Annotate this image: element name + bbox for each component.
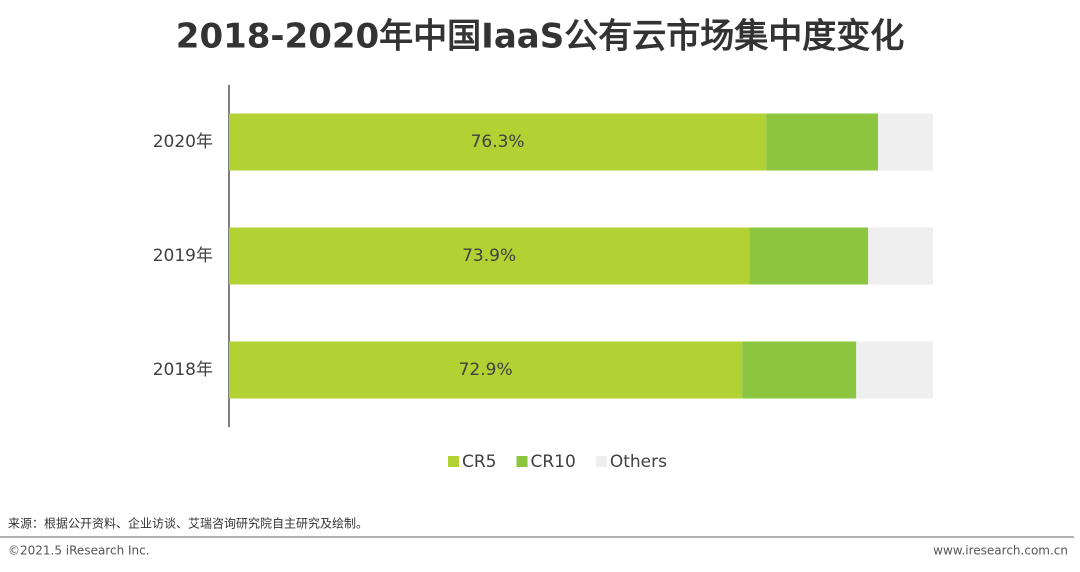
legend-swatch: [448, 456, 459, 467]
legend-swatch: [516, 456, 528, 467]
chart-title: 2018-2020年中国IaaS公有云市场集中度变化: [176, 17, 904, 57]
data-label: 76.3%: [471, 132, 525, 152]
source-note: 来源：根据公开资料、企业访谈、艾瑞咨询研究院自主研究及绘制。: [8, 516, 368, 531]
bar-segment: [856, 341, 933, 399]
copyright: ©2021.5 iResearch Inc.: [8, 544, 150, 558]
y-tick-label: 2018年: [153, 360, 213, 380]
data-label: 73.9%: [462, 246, 516, 266]
bar-segment: [229, 113, 767, 171]
legend-label: CR5: [462, 452, 497, 472]
bar-segment: [229, 227, 750, 285]
bar-segment: [229, 341, 743, 399]
legend-label: CR10: [531, 452, 576, 472]
legend-label: Others: [610, 452, 667, 472]
bar-segment: [742, 341, 857, 399]
legend-swatch: [595, 456, 607, 467]
y-tick-label: 2019年: [153, 246, 213, 266]
website: www.iresearch.com.cn: [933, 544, 1068, 558]
y-tick-label: 2020年: [153, 132, 213, 152]
bar-segment: [749, 227, 869, 285]
bar-segment: [878, 113, 933, 171]
bar-segment: [868, 227, 933, 285]
bar-segment: [766, 113, 879, 171]
data-label: 72.9%: [459, 360, 513, 380]
